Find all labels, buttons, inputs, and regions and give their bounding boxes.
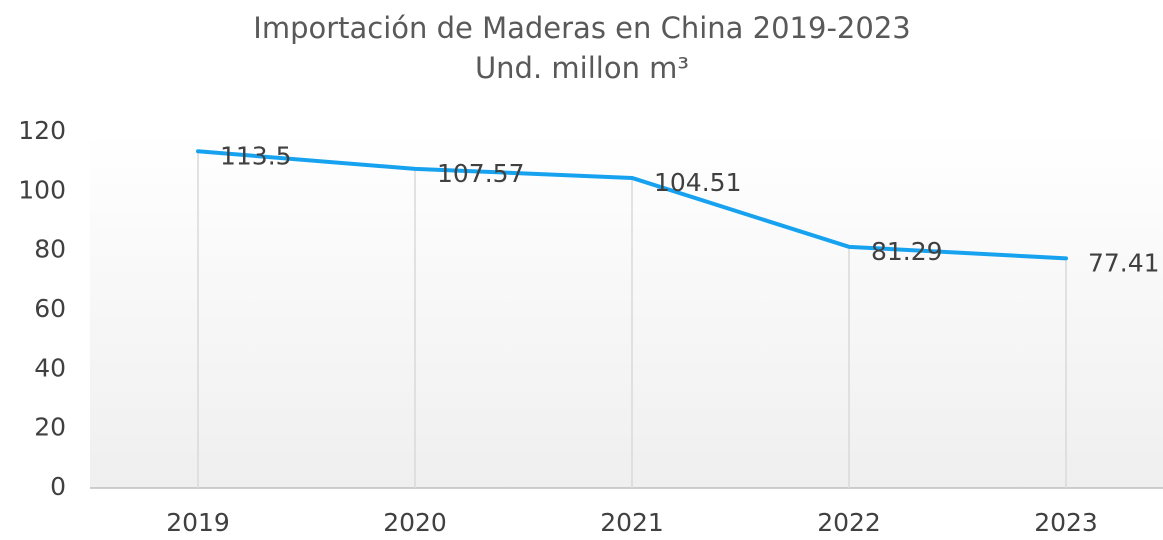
y-tick-label: 0 <box>50 472 66 501</box>
chart-subtitle: Und. millon m³ <box>475 51 689 85</box>
y-tick-label: 100 <box>18 175 66 204</box>
data-label: 77.41 <box>1088 248 1160 277</box>
data-label: 81.29 <box>871 237 943 266</box>
x-tick-label: 2021 <box>600 508 664 537</box>
x-tick-label: 2023 <box>1034 508 1098 537</box>
plot-area <box>90 132 1163 488</box>
y-tick-label: 120 <box>18 116 66 145</box>
x-tick-label: 2019 <box>166 508 230 537</box>
y-tick-label: 80 <box>34 235 66 264</box>
y-tick-label: 60 <box>34 294 66 323</box>
x-tick-label: 2020 <box>383 508 447 537</box>
y-tick-label: 20 <box>34 413 66 442</box>
data-label: 113.5 <box>220 141 292 170</box>
y-tick-label: 40 <box>34 353 66 382</box>
x-tick-label: 2022 <box>817 508 881 537</box>
chart-title: Importación de Maderas en China 2019-202… <box>253 11 910 45</box>
data-line <box>196 149 1068 261</box>
data-label: 104.51 <box>654 168 741 197</box>
data-label: 107.57 <box>437 159 524 188</box>
